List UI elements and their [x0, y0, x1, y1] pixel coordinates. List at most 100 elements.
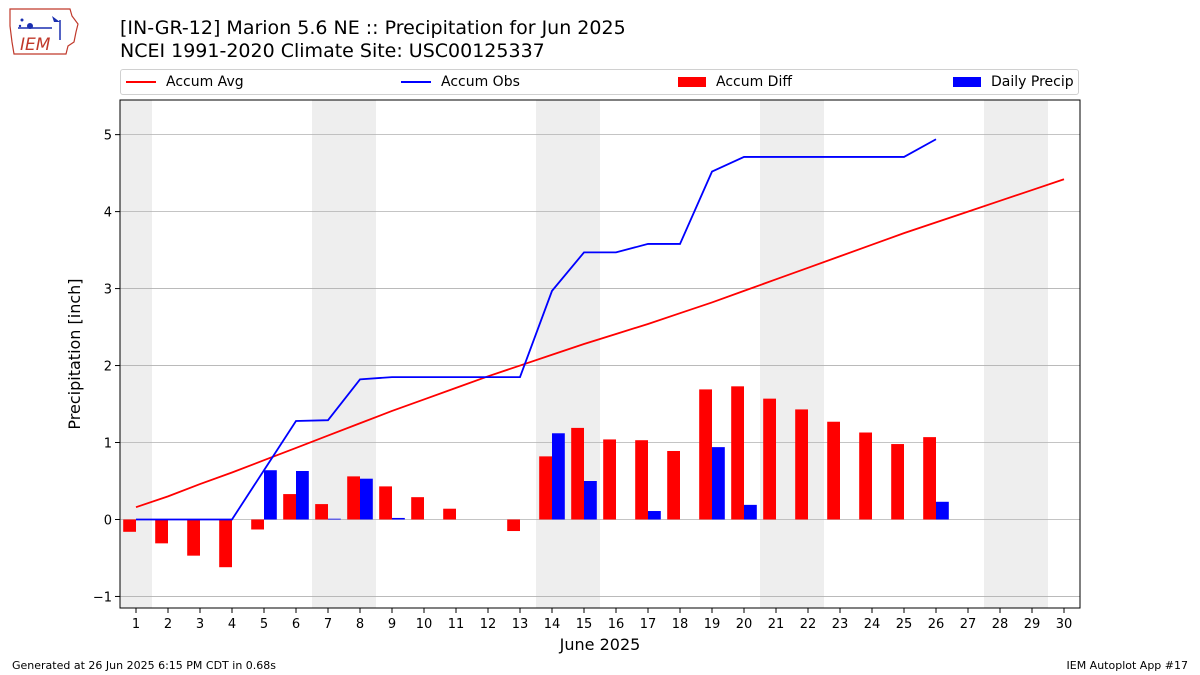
- x-tick-label: 19: [704, 617, 721, 632]
- x-tick-label: 22: [800, 617, 817, 632]
- daily-precip-bar: [936, 501, 949, 520]
- x-tick-label: 29: [1024, 617, 1041, 632]
- daily-precip-bar: [712, 447, 725, 520]
- y-tick-label: 5: [104, 129, 112, 144]
- daily-precip-bar: [648, 511, 661, 520]
- daily-precip-bar: [328, 518, 341, 520]
- x-tick-label: 14: [544, 617, 561, 632]
- daily-precip-bar: [584, 481, 597, 520]
- footer-generated: Generated at 26 Jun 2025 6:15 PM CDT in …: [12, 659, 277, 672]
- daily-precip-bar: [744, 504, 757, 520]
- legend-swatch-accum-obs: [401, 81, 431, 83]
- chart-subtitle: NCEI 1991-2020 Climate Site: USC00125337: [120, 40, 545, 62]
- plot-frame: [119, 99, 1081, 609]
- weekend-band: [344, 100, 376, 608]
- x-tick-label: 8: [356, 617, 364, 632]
- accum-diff-bar: [251, 519, 264, 530]
- x-tick-label: 9: [388, 617, 396, 632]
- accum-diff-bar: [923, 437, 936, 520]
- weekend-band: [1016, 100, 1048, 608]
- legend-swatch-accum-avg: [126, 81, 156, 83]
- accum-obs-line: [136, 138, 937, 521]
- accum-avg-line: [135, 178, 1065, 509]
- accum-diff-bar: [827, 421, 840, 520]
- logo-text: IEM: [20, 35, 51, 55]
- x-tick-label: 7: [324, 617, 332, 632]
- accum-diff-bar: [763, 398, 776, 520]
- accum-diff-bar: [283, 494, 296, 520]
- x-axis-label: June 2025: [559, 635, 641, 654]
- x-tick-label: 4: [228, 617, 236, 632]
- chart-title: [IN-GR-12] Marion 5.6 NE :: Precipitatio…: [120, 17, 626, 39]
- x-tick-label: 15: [576, 617, 593, 632]
- accum-diff-bar: [891, 444, 904, 520]
- accum-diff-bar: [571, 427, 584, 520]
- footer-app: IEM Autoplot App #17: [1066, 659, 1189, 672]
- x-tick-label: 13: [512, 617, 529, 632]
- accum-diff-bar: [315, 504, 328, 520]
- legend-label-accum-obs: Accum Obs: [441, 74, 520, 90]
- accum-diff-bar: [699, 389, 712, 520]
- x-tick-label: 5: [260, 617, 268, 632]
- daily-precip-bar: [264, 470, 277, 520]
- weekend-band: [568, 100, 600, 608]
- accum-diff-bar: [123, 519, 136, 532]
- weekend-band: [984, 100, 1016, 608]
- x-tick-label: 2: [164, 617, 172, 632]
- accum-diff-bar: [731, 386, 744, 520]
- daily-precip-bar: [360, 478, 373, 520]
- y-tick-label: 1: [104, 437, 112, 452]
- accum-diff-bar: [635, 440, 648, 520]
- accum-diff-bar: [859, 432, 872, 520]
- x-tick-label: 21: [768, 617, 785, 632]
- x-tick-label: 28: [992, 617, 1009, 632]
- daily-precip-bar: [392, 517, 405, 520]
- y-axis-label: Precipitation [inch]: [65, 278, 84, 429]
- accum-diff-bar: [539, 456, 552, 520]
- legend-item-daily-precip: Daily Precip: [953, 70, 1074, 94]
- accum-diff-bar: [219, 519, 232, 568]
- legend-label-accum-diff: Accum Diff: [716, 74, 793, 90]
- x-tick-label: 30: [1056, 617, 1073, 632]
- daily-precip-bar: [552, 433, 565, 520]
- x-tick-label: 6: [292, 617, 300, 632]
- accum-diff-bar: [795, 409, 808, 520]
- weekend-band: [760, 100, 792, 608]
- y-tick-label: 0: [104, 513, 112, 528]
- x-tick-label: 24: [864, 617, 881, 632]
- y-tick-label: 3: [104, 283, 112, 298]
- x-tick-label: 26: [928, 617, 945, 632]
- x-tick-label: 25: [896, 617, 913, 632]
- accum-diff-bar: [187, 519, 200, 556]
- accum-diff-bar: [155, 519, 168, 544]
- iem-logo: IEM: [9, 8, 79, 55]
- x-tick-label: 27: [960, 617, 977, 632]
- y-tick-label: 4: [104, 206, 112, 221]
- accum-diff-bar: [507, 519, 520, 532]
- accum-diff-bar: [379, 486, 392, 520]
- legend-swatch-daily-precip: [953, 77, 981, 87]
- x-tick-label: 17: [640, 617, 657, 632]
- x-tick-label: 11: [448, 617, 465, 632]
- accum-diff-bar: [667, 450, 680, 520]
- legend-item-accum-avg: Accum Avg: [126, 70, 244, 94]
- accum-diff-bar: [411, 497, 424, 520]
- legend-item-accum-obs: Accum Obs: [401, 70, 520, 94]
- legend: Accum Avg Accum Obs Accum Diff Daily Pre…: [120, 69, 1079, 95]
- accum-diff-bar: [347, 476, 360, 520]
- x-tick-label: 18: [672, 617, 689, 632]
- x-tick-label: 10: [416, 617, 433, 632]
- x-tick-label: 23: [832, 617, 849, 632]
- y-tick-label: 2: [104, 360, 112, 375]
- accum-diff-bar: [603, 439, 616, 520]
- legend-label-accum-avg: Accum Avg: [166, 74, 244, 90]
- x-tick-label: 12: [480, 617, 497, 632]
- weekend-band: [792, 100, 824, 608]
- daily-precip-bar: [296, 470, 309, 520]
- legend-swatch-accum-diff: [678, 77, 706, 87]
- x-tick-label: 3: [196, 617, 204, 632]
- legend-item-accum-diff: Accum Diff: [678, 70, 792, 94]
- x-tick-label: 1: [132, 617, 140, 632]
- x-tick-label: 20: [736, 617, 753, 632]
